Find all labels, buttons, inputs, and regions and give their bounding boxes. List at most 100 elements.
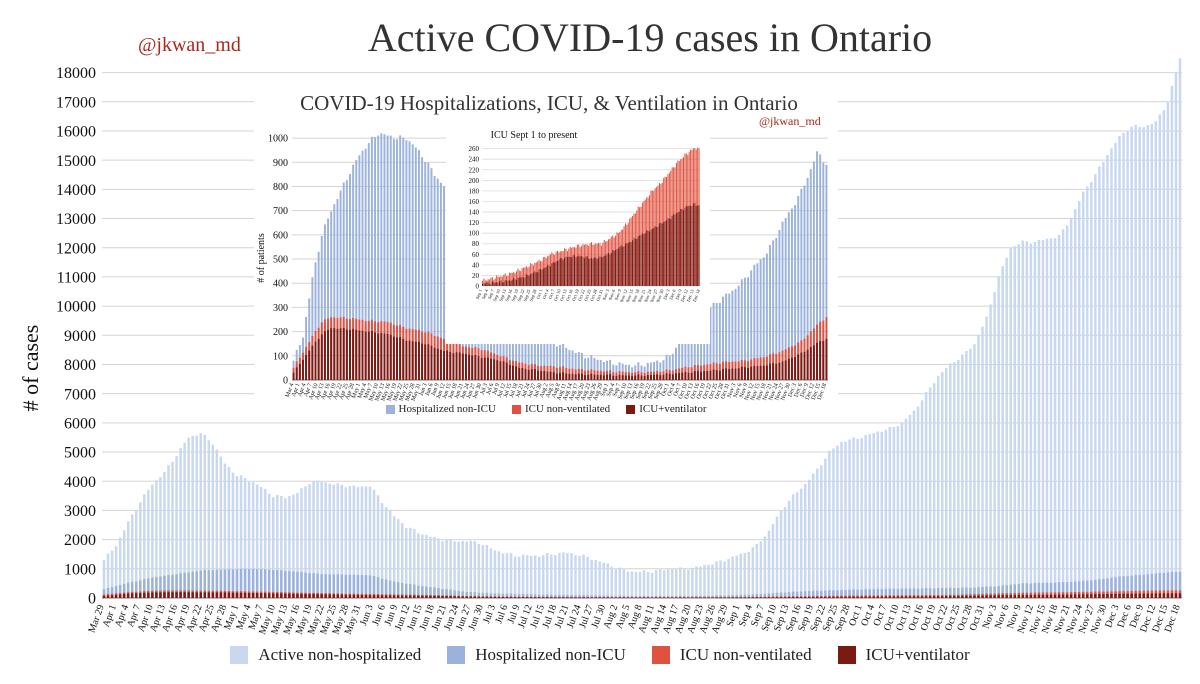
main-bar-hospitalized [1166, 572, 1170, 598]
main-bar-hospitalized [1065, 582, 1069, 598]
inset-bar-vent [386, 333, 389, 380]
main-bar-active [505, 553, 509, 598]
inset-bar-hospitalized [794, 205, 797, 380]
inset-ytick-label: 400 [273, 279, 288, 290]
legend-vent: ICU+ventilator [837, 645, 970, 665]
main-bar-vent [235, 592, 239, 598]
inset-bar-hospitalized [653, 362, 655, 380]
main-bar-vent [578, 597, 581, 598]
main-bar-active [558, 552, 561, 598]
icu-bar-icu [511, 272, 513, 286]
main-bar-vent [562, 597, 565, 598]
inset-xtick-label: Aug 20 [574, 383, 586, 402]
main-bar-active [151, 484, 154, 598]
main-bar-vent [437, 595, 440, 598]
main-bar-active [562, 552, 565, 598]
icu-xtick-label: Dec 6 [668, 288, 677, 300]
inset-bar-hospitalized [769, 244, 771, 380]
main-bar-active [441, 541, 444, 598]
main-bar-hospitalized [791, 591, 795, 598]
main-bar-active [445, 540, 448, 598]
inset-bar-vent [784, 360, 787, 380]
main-bar-hospitalized [1142, 574, 1145, 598]
icu-bar-vent [616, 248, 618, 286]
main-bar-active [965, 351, 968, 598]
inset-bar-hospitalized [562, 343, 565, 380]
main-bar-hospitalized [195, 571, 198, 598]
icu-ytick-label: 20 [472, 272, 480, 280]
icu-bar-vent [511, 279, 513, 286]
icu-bar-vent [498, 281, 500, 286]
inset-bar-hospitalized [765, 253, 768, 380]
main-bar-vent [1049, 594, 1053, 598]
icu-xtick-label: Sep 10 [492, 288, 501, 302]
inset-bar-vent [468, 354, 471, 380]
main-bar-vent [965, 595, 968, 598]
main-bar-vent [1150, 593, 1154, 598]
main-bar-active [642, 570, 646, 598]
icu-bar-vent [541, 269, 543, 286]
main-bar-hospitalized [957, 588, 960, 598]
inset-bar-vent [634, 375, 637, 380]
main-bar-vent [824, 596, 827, 598]
main-bar-hospitalized [360, 575, 364, 598]
swatch-active [230, 646, 249, 664]
inset-bar-vent [696, 371, 699, 380]
inset-bar-vent [612, 375, 615, 380]
main-bar-active [646, 572, 650, 598]
main-bar-hospitalized [292, 571, 295, 598]
main-bar-vent [1005, 595, 1008, 598]
main-bar-vent [993, 595, 996, 598]
icu-bar-vent [524, 277, 526, 286]
main-bar-vent [449, 596, 452, 598]
icu-bar-vent [650, 229, 652, 286]
main-bar-hospitalized [384, 579, 388, 598]
main-bar-vent [284, 593, 287, 598]
main-bar-vent [175, 592, 178, 598]
main-bar-hospitalized [272, 569, 275, 598]
inset-bar-hospitalized [333, 204, 336, 380]
main-bar-active [791, 494, 795, 598]
main-bar-active [666, 569, 670, 598]
inset-bar-vent [367, 331, 370, 380]
main-bar-active [590, 559, 593, 598]
main-bar-active [973, 344, 976, 598]
inset-xtick-label: May 4 [357, 383, 368, 400]
main-bar-active [324, 482, 327, 598]
icu-bar-vent [670, 218, 672, 286]
inset-bar-vent [778, 362, 781, 380]
main-bar-active [864, 435, 867, 598]
icu-bar-vent [678, 211, 680, 286]
main-bar-active [243, 478, 247, 598]
main-bar-active [949, 363, 952, 598]
icu-bar-vent [552, 262, 554, 286]
inset-bar-vent [408, 340, 411, 380]
inset-xtick-label: Dec 15 [811, 383, 823, 401]
inset-bar-vent [549, 371, 552, 380]
main-bar-hospitalized [122, 583, 126, 598]
inset-bar-vent [305, 354, 308, 380]
inset-bar-vent [546, 371, 549, 380]
main-bar-active [679, 567, 682, 598]
inset-bar-hospitalized [565, 347, 568, 380]
icu-bar-vent [528, 275, 530, 286]
inset-bar-hospitalized [750, 270, 753, 380]
icu-bar-vent [663, 222, 665, 286]
inset-xtick-label: Sep 25 [647, 383, 658, 401]
inset-bar-vent [345, 329, 348, 380]
main-bar-hospitalized [828, 590, 831, 598]
main-bar-hospitalized [767, 593, 771, 598]
main-bar-hospitalized [1077, 581, 1081, 598]
inset-bar-vent [396, 337, 398, 380]
main-bar-active [461, 541, 464, 598]
icu-xtick-label: Dec 15 [686, 288, 695, 303]
inset-bar-hospitalized [656, 360, 659, 380]
main-bar-vent [957, 595, 960, 598]
main-bar-active [211, 444, 215, 598]
inset-bar-hospitalized [596, 359, 599, 380]
main-bar-active [803, 484, 807, 598]
main-bar-hospitalized [1053, 582, 1057, 598]
inset-bar-vent [787, 358, 790, 380]
main-bar-vent [517, 597, 521, 598]
main-bar-hospitalized [497, 593, 501, 598]
